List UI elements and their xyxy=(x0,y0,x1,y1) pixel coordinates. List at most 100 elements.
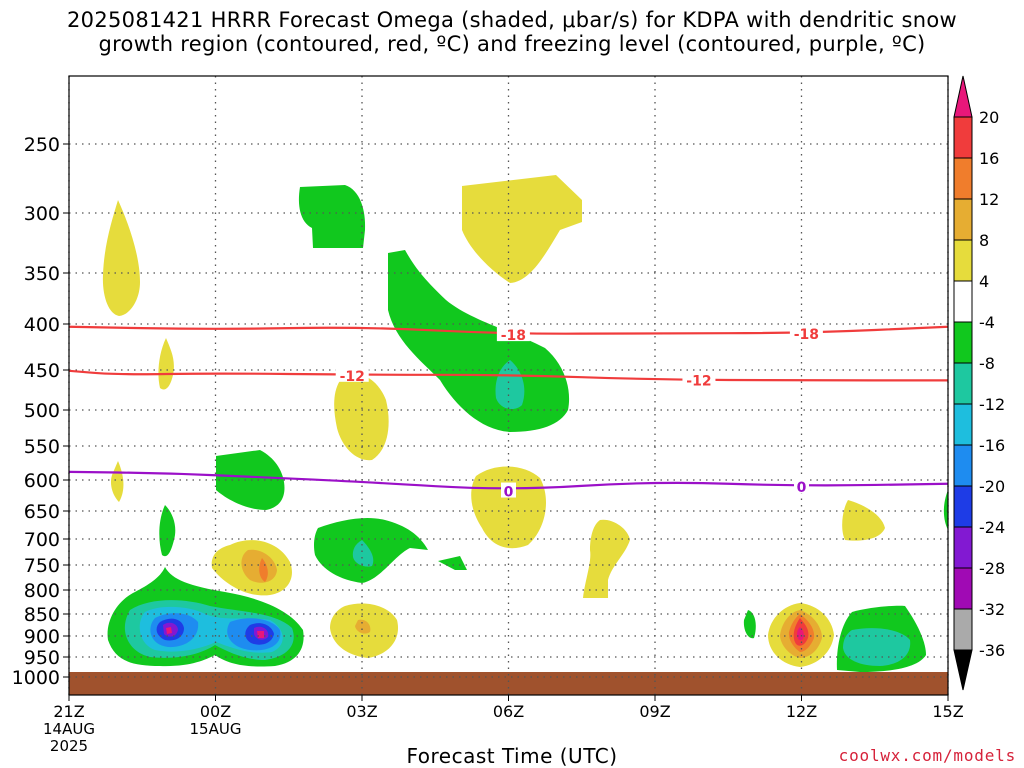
colorbar-swatch xyxy=(953,198,973,241)
y-tick-label: 1000 xyxy=(12,667,60,689)
ground-below-surface xyxy=(69,672,948,695)
omega-sinking-area xyxy=(241,549,277,583)
omega-rising-area xyxy=(257,631,264,638)
omega-rising-area xyxy=(352,540,374,567)
colorbar-label: -32 xyxy=(979,600,1005,619)
colorbar-label: -16 xyxy=(979,436,1005,455)
x-tick-label: 21Z xyxy=(53,702,84,721)
title-line-2: growth region (contoured, red, ºC) and f… xyxy=(98,32,926,56)
contour-label-bg xyxy=(496,326,530,342)
colorbar-label: -12 xyxy=(979,395,1005,414)
omega-shading xyxy=(69,175,948,695)
colorbar-label: 16 xyxy=(979,149,999,168)
omega-rising-area xyxy=(743,610,756,639)
x-tick-sublabel: 14AUG xyxy=(43,720,95,738)
y-tick-label: 700 xyxy=(24,529,60,551)
y-tick-label: 900 xyxy=(24,626,60,648)
omega-rising-area xyxy=(216,450,285,510)
omega-rising-area xyxy=(438,556,467,570)
omega-sinking-area xyxy=(583,519,630,598)
contour-line xyxy=(69,369,948,382)
omega-rising-area xyxy=(943,490,948,530)
y-tick-label: 750 xyxy=(24,555,60,577)
y-tick-label: 550 xyxy=(24,436,60,458)
colorbar-swatch xyxy=(953,526,973,569)
y-tick-label: 600 xyxy=(24,470,60,492)
y-tick-label: 350 xyxy=(24,263,60,285)
omega-rising-area xyxy=(159,505,176,557)
colorbar-bottom-arrow xyxy=(953,649,973,691)
colorbar-swatch xyxy=(953,403,973,446)
colorbar-swatch xyxy=(953,567,973,610)
x-tick-label: 09Z xyxy=(639,702,670,721)
contour-label: 0 xyxy=(504,485,514,501)
colorbar-label: -28 xyxy=(979,559,1005,578)
omega-rising-area xyxy=(166,627,172,634)
contour-label-bg xyxy=(794,478,809,494)
colorbar-label: 12 xyxy=(979,190,999,209)
omega-sinking-area xyxy=(259,558,268,582)
colorbar-label: -8 xyxy=(979,354,995,373)
y-tick-label: 250 xyxy=(24,134,60,156)
x-tick-label: 03Z xyxy=(346,702,377,721)
contour-line xyxy=(69,470,948,490)
y-tick-label: 950 xyxy=(24,647,60,669)
y-tick-label: 800 xyxy=(24,580,60,602)
contour-label: -12 xyxy=(340,369,365,385)
x-tick-label: 12Z xyxy=(786,702,817,721)
y-tick-label: 850 xyxy=(24,604,60,626)
omega-sinking-area xyxy=(102,200,140,316)
x-tick-label: 06Z xyxy=(493,702,524,721)
omega-rising-area xyxy=(843,628,911,666)
contour-label: -18 xyxy=(501,328,526,344)
colorbar-label: -24 xyxy=(979,518,1005,537)
colorbar: 20 16 12 8 4 -4 -8 -12 -16 -20 -24 -28 -32 -36 xyxy=(953,75,1005,691)
omega-sinking-area xyxy=(158,338,174,390)
colorbar-swatch xyxy=(953,485,973,528)
omega-rising-area xyxy=(495,360,525,410)
colorbar-swatch xyxy=(953,362,973,405)
x-axis-label: Forecast Time (UTC) xyxy=(406,744,618,768)
y-tick-label: 450 xyxy=(24,360,60,382)
omega-sinking-area xyxy=(797,627,804,641)
contour-label-bg xyxy=(789,325,823,341)
x-tick-label: 15Z xyxy=(932,702,963,721)
omega-sinking-area xyxy=(110,461,124,502)
x-tick-sublabel: 2025 xyxy=(50,737,88,755)
omega-sinking-area xyxy=(355,619,371,634)
y-axis: 2503003504004505005506006507007508008509… xyxy=(12,134,69,689)
y-tick-label: 500 xyxy=(24,400,60,422)
x-tick-label: 00Z xyxy=(200,702,231,721)
title-line-1: 2025081421 HRRR Forecast Omega (shaded, … xyxy=(67,8,957,32)
colorbar-swatch xyxy=(953,157,973,200)
omega-sinking-area xyxy=(471,466,547,549)
colorbar-label: 8 xyxy=(979,231,989,250)
colorbar-swatch xyxy=(953,280,973,323)
omega-sinking-area xyxy=(842,500,885,541)
contour-label-bg xyxy=(501,482,516,498)
omega-sinking-area xyxy=(462,175,582,283)
omega-rising-area xyxy=(298,185,366,248)
colorbar-label: 20 xyxy=(979,108,999,127)
colorbar-label: 4 xyxy=(979,272,989,291)
contour-label-bg xyxy=(335,366,369,382)
colorbar-swatch xyxy=(953,608,973,651)
colorbar-label: -20 xyxy=(979,477,1005,496)
omega-rising-area xyxy=(388,250,570,432)
colorbar-label: -4 xyxy=(979,313,995,332)
colorbar-label: -36 xyxy=(979,641,1005,660)
contour-label-bg xyxy=(682,371,716,387)
omega-sinking-area xyxy=(334,373,389,461)
contour-label: 0 xyxy=(797,480,807,496)
credit-link[interactable]: coolwx.com/models xyxy=(838,746,1016,765)
chart-title: 2025081421 HRRR Forecast Omega (shaded, … xyxy=(0,8,1024,56)
y-tick-label: 300 xyxy=(24,203,60,225)
colorbar-swatch xyxy=(953,239,973,282)
colorbar-swatch xyxy=(953,444,973,487)
x-tick-sublabel: 15AUG xyxy=(190,720,242,738)
omega-rising-area xyxy=(314,517,428,583)
contour-labels: -18 -18 -12 -12 0 0 xyxy=(335,325,823,501)
contour-label: -12 xyxy=(686,374,711,390)
